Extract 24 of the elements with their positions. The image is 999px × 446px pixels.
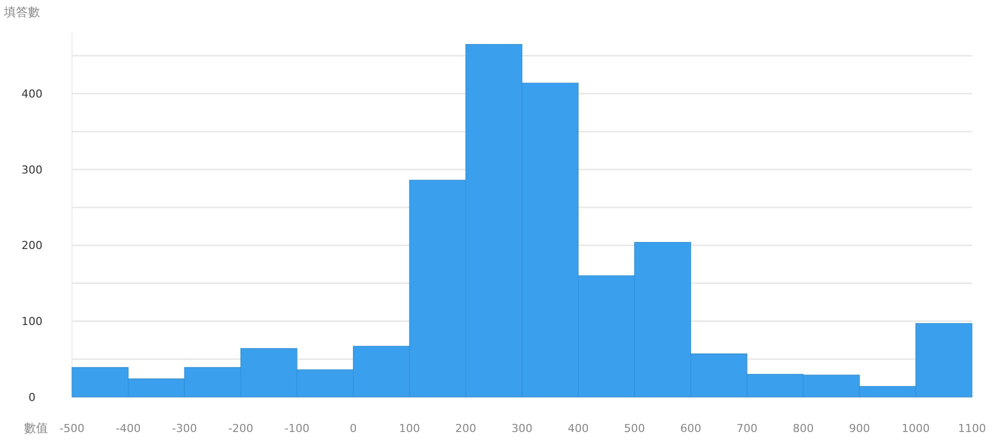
y-tick-label: 100	[22, 315, 42, 328]
x-tick-label: -400	[116, 422, 141, 435]
y-tick-label: 0	[28, 390, 36, 404]
y-tick-label: 400	[22, 88, 42, 101]
x-tick-label: 200	[455, 422, 476, 435]
x-tick-label: 700	[736, 422, 758, 435]
y-tick-label: 200	[22, 239, 42, 252]
x-tick-label: 0	[350, 422, 357, 435]
y-tick-label: 300	[22, 163, 42, 176]
x-tick-label: 500	[624, 422, 645, 435]
x-tick-label: 100	[399, 422, 420, 435]
x-tick-label: -200	[228, 422, 254, 435]
x-tick-label: 900	[849, 422, 870, 435]
x-tick-label: 600	[680, 422, 702, 435]
x-tick-label: 1000	[902, 422, 930, 435]
x-tick-label: 800	[792, 422, 814, 435]
y-axis-title: 填答數	[3, 5, 40, 19]
x-axis-title: 數值	[24, 421, 48, 435]
x-tick-label: 400	[568, 422, 589, 435]
x-tick-label: -300	[172, 422, 197, 435]
x-tick-label: 300	[512, 422, 532, 435]
x-tick-label: 1100	[958, 422, 986, 435]
x-tick-label: -500	[60, 422, 84, 435]
x-tick-label: -100	[284, 422, 310, 435]
